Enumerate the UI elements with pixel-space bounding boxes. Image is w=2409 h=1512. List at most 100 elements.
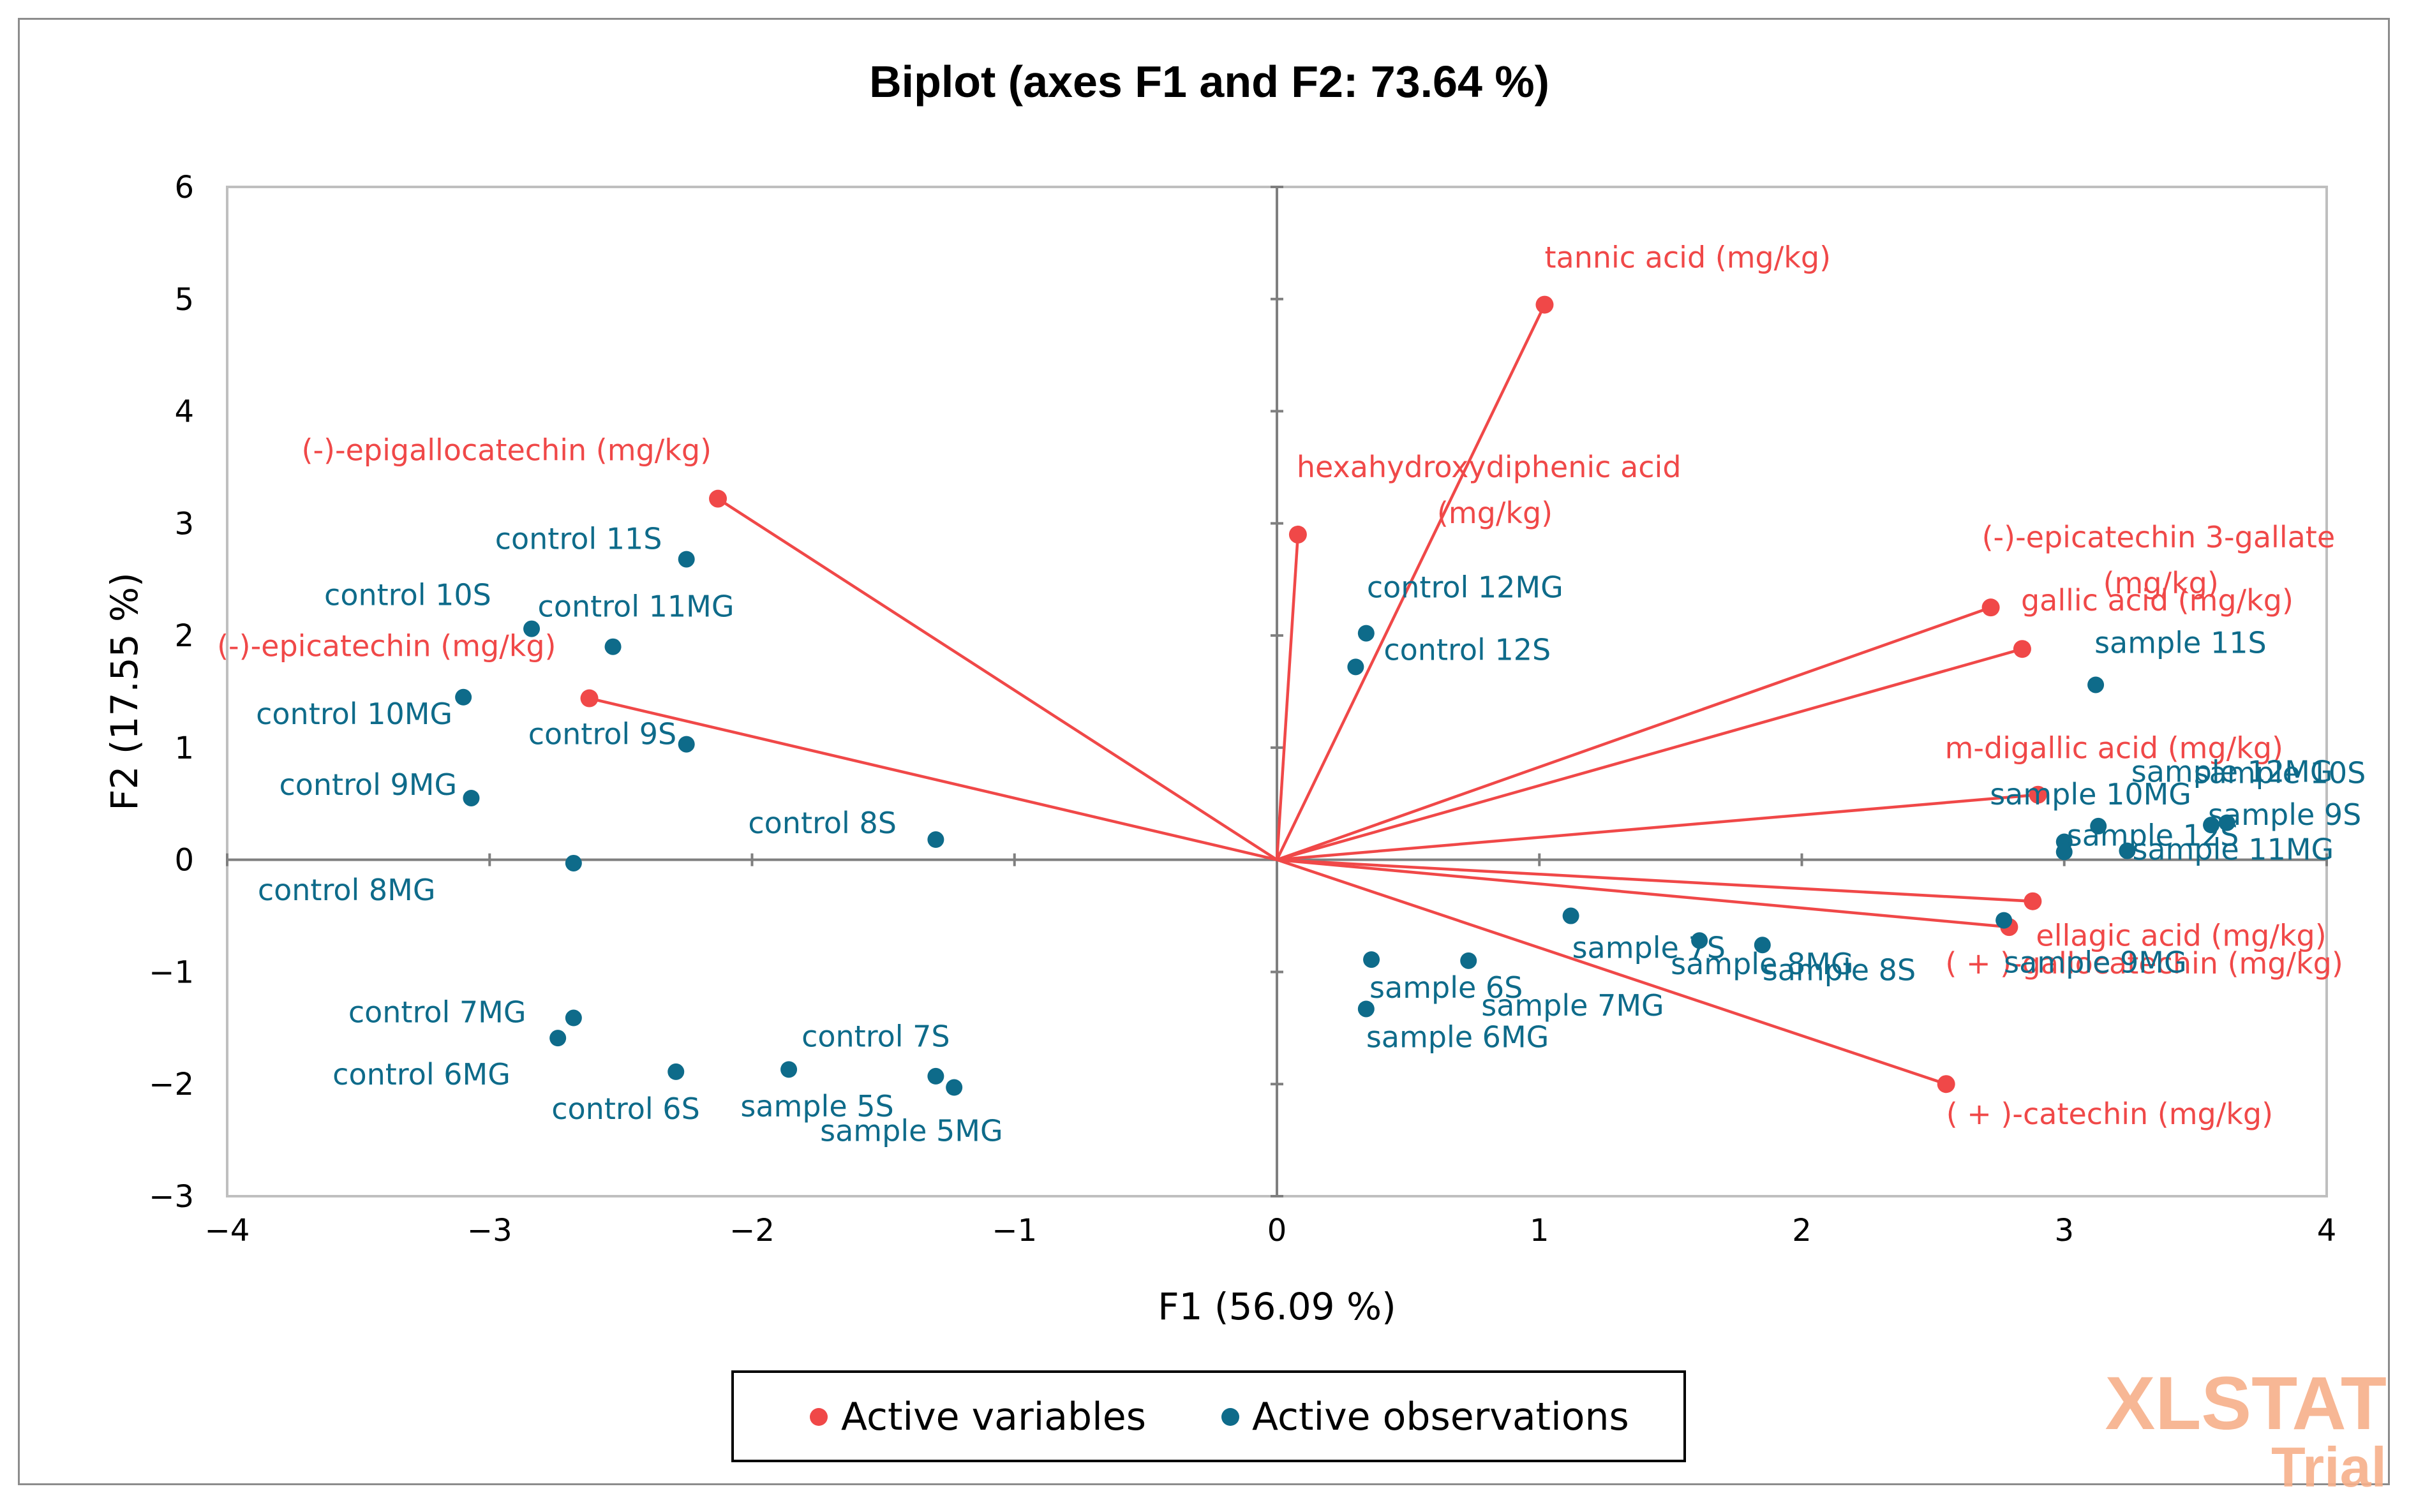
observation-point-control-12mg — [1357, 625, 1375, 642]
variable-label-catechin-mg-kg: ( + )-catechin (mg/kg) — [1946, 1097, 2273, 1131]
observation-label-control-9s: control 9S — [528, 717, 677, 752]
x-tick-label: 2 — [1792, 1213, 1812, 1249]
observation-point-control-7s — [780, 1061, 798, 1078]
x-tick-label: −4 — [205, 1213, 250, 1249]
x-tick-label: −1 — [992, 1213, 1037, 1249]
vector-line-gallic-acid-mg-kg — [1276, 648, 2023, 861]
observation-label-sample-6s: sample 6S — [1369, 970, 1523, 1005]
observation-label-sample-5s: sample 5S — [740, 1089, 893, 1123]
observation-label-sample-5mg: sample 5MG — [820, 1113, 1003, 1148]
vector-line-hexahydroxydiphenic-acid-mg-kg — [1275, 534, 1300, 860]
observation-label-sample-8s: sample 8S — [1763, 952, 1916, 987]
observation-point-sample-9s — [2203, 817, 2220, 834]
observation-label-sample-9s: sample 9S — [2208, 797, 2361, 832]
observation-label-control-6mg: control 6MG — [332, 1057, 511, 1092]
legend-marker-observations — [1221, 1408, 1239, 1426]
y-tick-label: 2 — [174, 618, 194, 654]
variable-point-ellagic-acid-mg-kg — [2024, 892, 2042, 910]
observation-point-sample-5s — [927, 1067, 944, 1085]
axes-layer: −4 −3 −2 −1 0 1 2 3 4 −3 −2 −1 0 1 2 3 4 5 6 — [149, 170, 2336, 1249]
observation-point-sample-7mg — [1460, 952, 1477, 969]
variable-label-ellagic-acid-mg-kg: ellagic acid (mg/kg) — [2036, 919, 2326, 953]
y-tick-label: 5 — [174, 282, 194, 318]
observation-point-control-10mg — [455, 688, 472, 706]
observation-label-control-8s: control 8S — [748, 806, 897, 840]
variable-point-epigallocatechin-mg-kg — [709, 489, 727, 508]
observation-label-control-8mg: control 8MG — [258, 873, 436, 907]
observation-label-sample-9mg: sample 9MG — [2004, 945, 2186, 980]
observation-label-sample-10s: sample 10S — [2194, 756, 2366, 790]
x-tick-label: −3 — [467, 1213, 512, 1249]
observation-point-control-9s — [678, 736, 695, 753]
observation-point-sample-10mg — [2090, 817, 2107, 834]
variable-label-epicatechin-3-gallate-mg-kg: (-)-epicatechin 3-gallate (mg/kg) — [1982, 520, 2336, 600]
observation-point-sample-9mg — [1995, 912, 2013, 929]
observation-point-control-11mg — [604, 638, 622, 655]
observation-point-sample-6s — [1363, 951, 1380, 968]
legend-label-observations: Active observations — [1252, 1395, 1629, 1439]
observation-label-sample-12s: sample 12S — [2067, 818, 2239, 852]
observation-label-control-11mg: control 11MG — [538, 589, 735, 624]
observation-label-control-12mg: control 12MG — [1367, 570, 1563, 605]
observation-label-control-10s: control 10S — [324, 578, 491, 612]
observation-point-sample-12s — [2055, 843, 2073, 861]
vector-line-tannic-acid-mg-kg — [1275, 304, 1546, 861]
variable-label-tannic-acid-mg-kg: tannic acid (mg/kg) — [1544, 241, 1831, 275]
observation-label-sample-7mg: sample 7MG — [1481, 988, 1664, 1023]
watermark: XLSTAT Trial — [2105, 1361, 2387, 1499]
y-tick-label: −2 — [149, 1067, 194, 1102]
legend-box — [731, 1370, 1686, 1462]
observation-point-control-8s — [927, 831, 944, 849]
variable-label-epicatechin-mg-kg: (-)-epicatechin (mg/kg) — [217, 629, 556, 663]
observation-point-control-11s — [678, 551, 695, 568]
observation-point-control-10s — [523, 620, 541, 637]
y-axis-title: F2 (17.55 %) — [103, 572, 146, 811]
y-tick-label: 1 — [174, 730, 194, 766]
observation-point-sample-11mg — [2119, 842, 2136, 859]
legend: Active variables Active observations — [731, 1370, 1686, 1462]
y-tick-label: 6 — [174, 170, 194, 205]
observation-point-control-12s — [1347, 658, 1364, 676]
observation-label-sample-10mg: sample 10MG — [1990, 777, 2191, 812]
y-tick-label: −3 — [149, 1179, 194, 1215]
x-tick-label: 1 — [1530, 1213, 1549, 1249]
observation-label-sample-8mg: sample 8MG — [1671, 947, 1853, 981]
y-tick-label: 0 — [174, 843, 194, 878]
observation-point-sample-5mg — [946, 1079, 963, 1096]
chart-title: Biplot (axes F1 and F2: 73.64 %) — [869, 57, 1549, 107]
observation-label-control-6s: control 6S — [551, 1092, 700, 1126]
observation-label-control-9mg: control 9MG — [279, 767, 457, 802]
variable-point-epicatechin-3-gallate-mg-kg — [1981, 598, 2000, 617]
observation-point-control-6mg — [549, 1030, 567, 1047]
y-tick-label: 4 — [174, 394, 194, 430]
chart-frame — [18, 18, 2390, 1485]
variable-label-m-digallic-acid-mg-kg: m-digallic acid (mg/kg) — [1945, 731, 2283, 766]
observation-label-sample-11s: sample 11S — [2094, 625, 2267, 660]
observation-label-control-7mg: control 7MG — [348, 995, 526, 1030]
vector-lines — [589, 304, 2038, 1086]
watermark-logo-text: XLSTAT — [2105, 1361, 2387, 1446]
observation-label-control-10mg: control 10MG — [256, 697, 452, 731]
observation-label-sample-12mg: sample 12MG — [2131, 755, 2333, 789]
observation-label-control-12s: control 12S — [1383, 632, 1551, 667]
labels-layer: tannic acid (mg/kg) hexahydroxydiphenic a… — [217, 241, 2366, 1148]
y-tick-label: −1 — [149, 954, 194, 990]
observation-point-control-9mg — [463, 789, 480, 806]
observation-label-sample-7s: sample 7S — [1572, 931, 1726, 965]
variable-label-epigallocatechin-mg-kg: (-)-epigallocatechin (mg/kg) — [302, 433, 712, 468]
observation-label-sample-6mg: sample 6MG — [1366, 1019, 1549, 1054]
x-tick-label: −2 — [729, 1213, 775, 1249]
observation-point-sample-11s — [2087, 676, 2105, 693]
legend-marker-variables — [810, 1408, 828, 1426]
variable-point-gallic-acid-mg-kg — [2013, 640, 2031, 658]
x-axis-title: F1 (56.09 %) — [1158, 1285, 1396, 1328]
points-layer — [455, 295, 2235, 1096]
observation-label-control-7s: control 7S — [802, 1019, 950, 1053]
variable-label-hexahydroxydiphenic-acid-mg-kg: hexahydroxydiphenic acid (mg/kg) — [1297, 450, 1682, 530]
vector-line-catechin-mg-kg — [1276, 858, 1947, 1086]
variable-point-epicatechin-mg-kg — [580, 689, 599, 708]
variable-point-catechin-mg-kg — [1937, 1075, 1955, 1093]
variable-point-tannic-acid-mg-kg — [1535, 295, 1554, 314]
observation-point-sample-10s — [2218, 814, 2235, 831]
